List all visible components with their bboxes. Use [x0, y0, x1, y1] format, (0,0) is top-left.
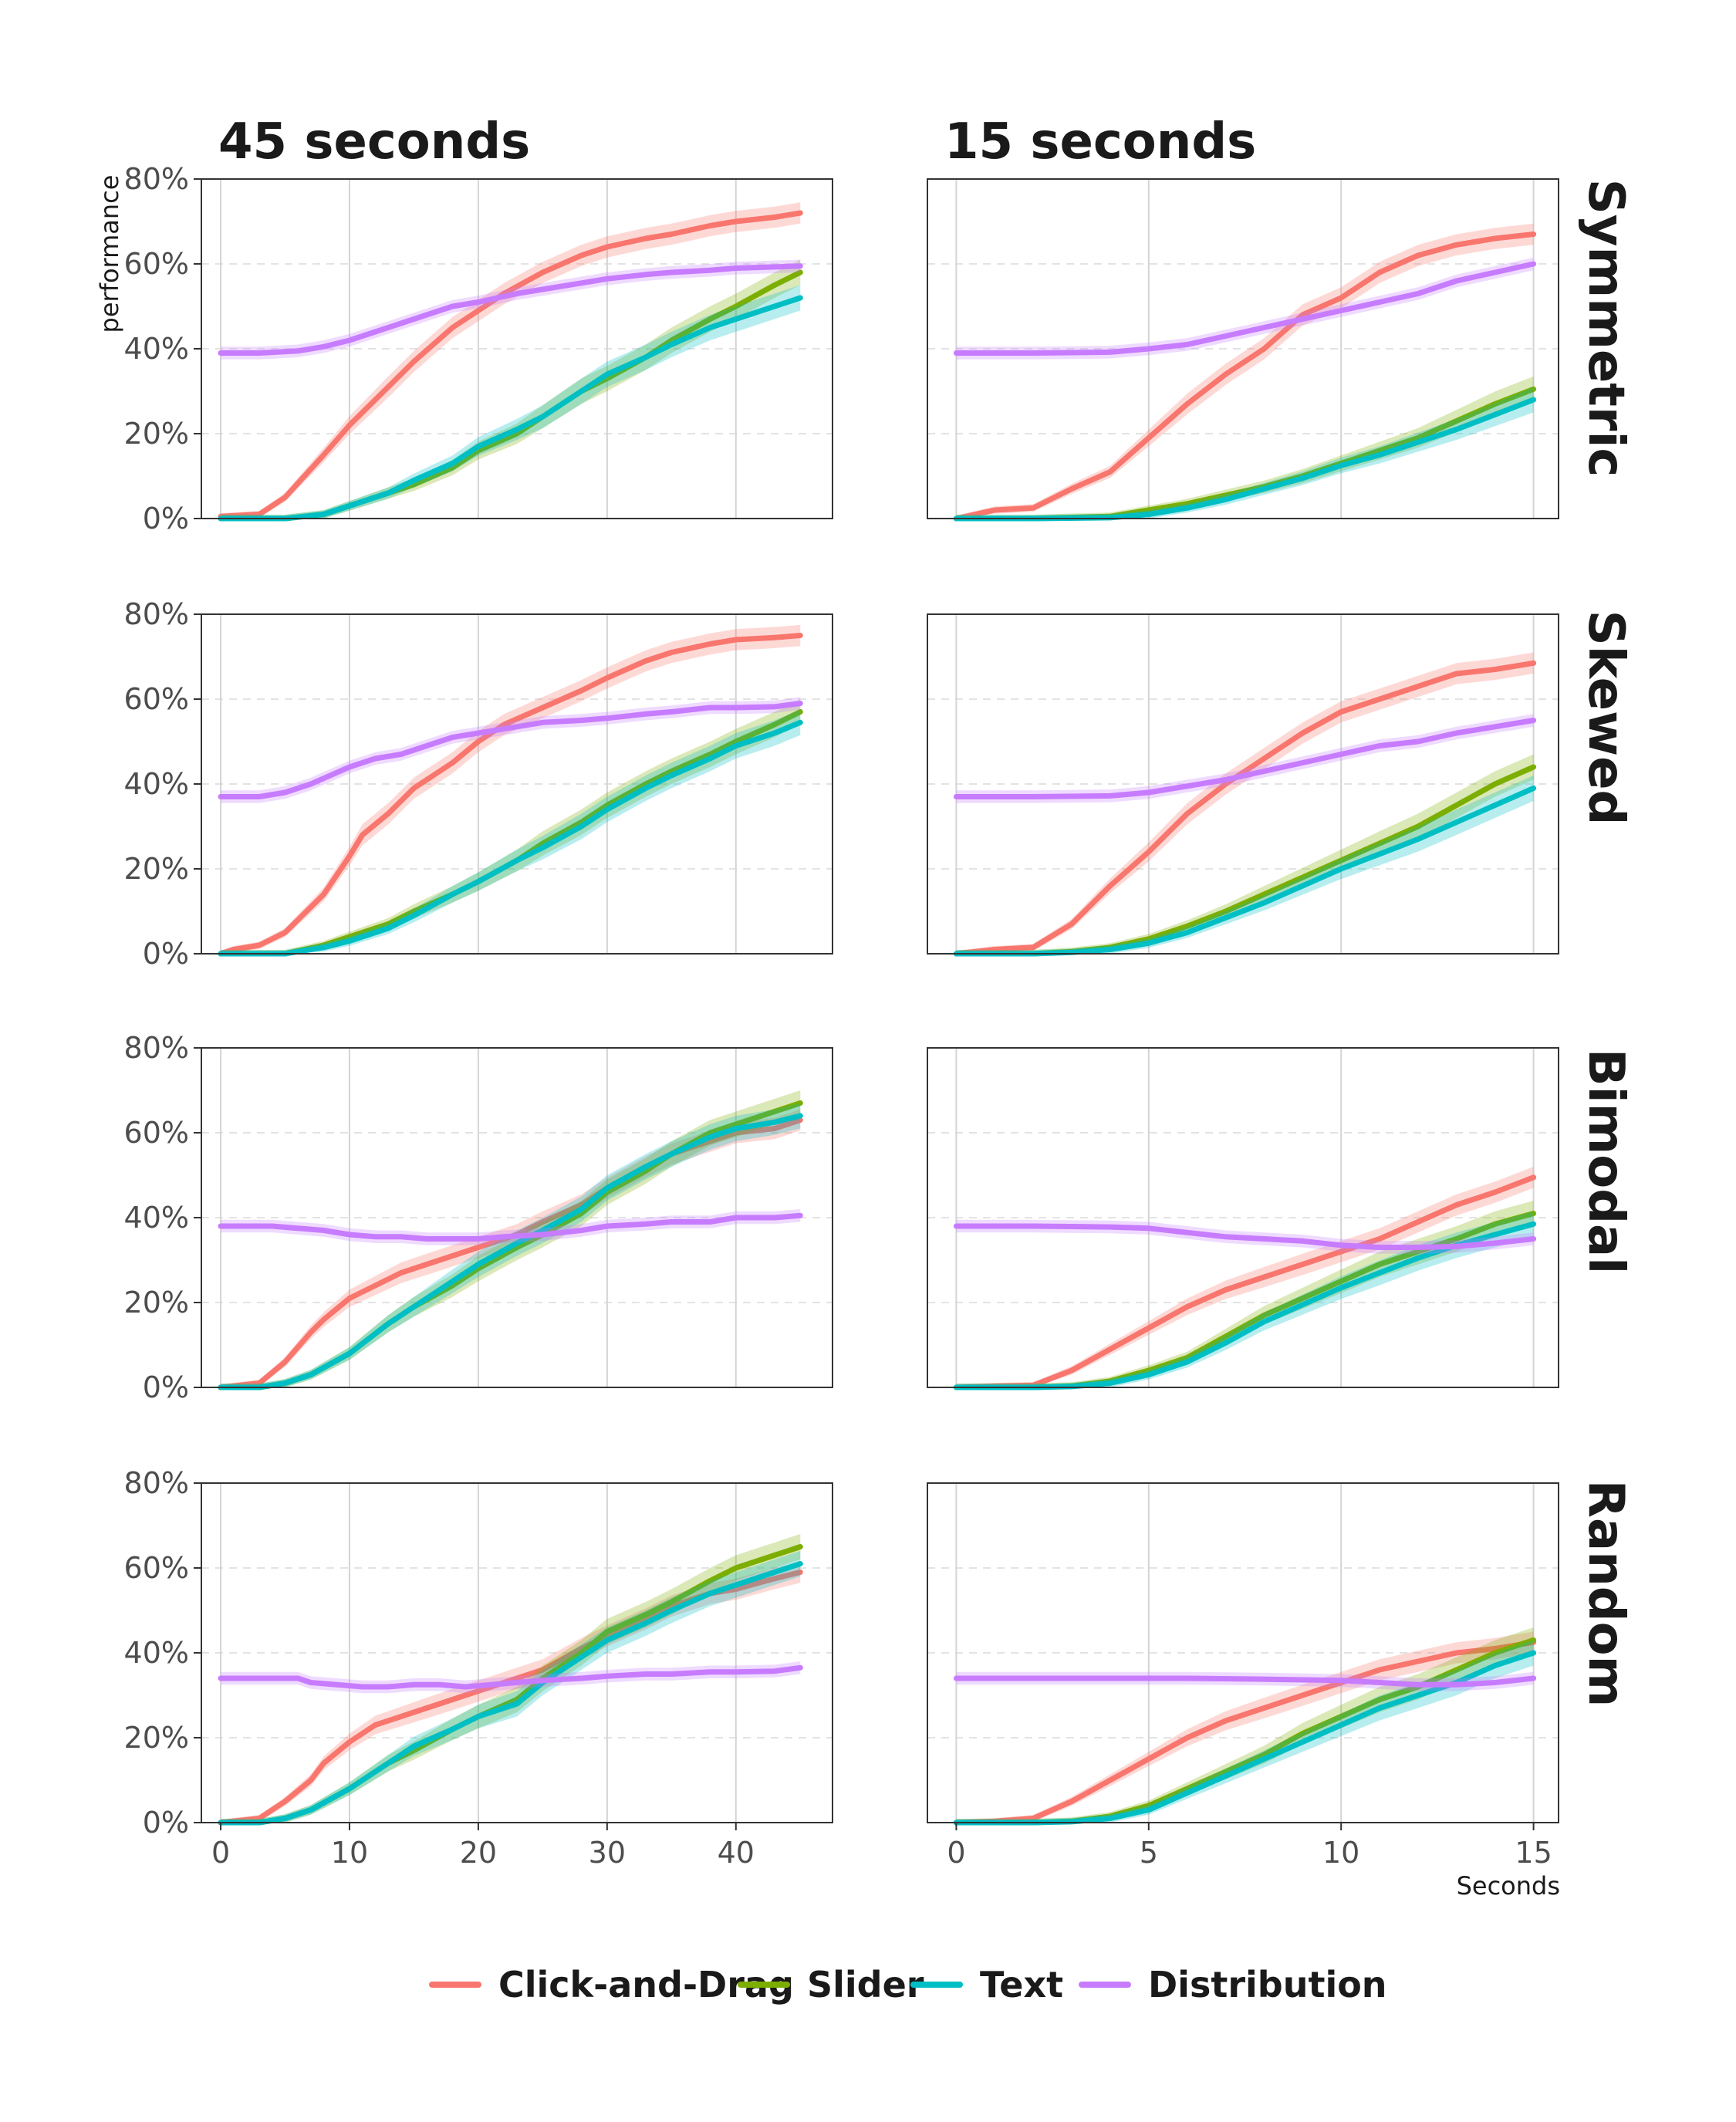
- panel-symmetric-45-seconds: 0% 20% 40% 60% 80%: [124, 162, 833, 536]
- ribbon-distribution: [956, 257, 1534, 360]
- y-tick-label: 0%: [143, 937, 189, 971]
- line-click-and-drag: [218, 633, 803, 957]
- line-distribution: [218, 1664, 803, 1690]
- legend-item-slider: Slider: [738, 1964, 924, 2005]
- column-title-45s: 45 seconds: [218, 113, 530, 171]
- x-tick-label: 0: [211, 1836, 230, 1870]
- ribbon-click-and-drag: [956, 223, 1534, 519]
- x-tick-label: 5: [1140, 1836, 1158, 1870]
- line-distribution: [953, 261, 1537, 356]
- panel-symmetric-15-seconds: [927, 178, 1559, 522]
- panels-group: 0% 20% 40% 60% 80% 0% 20% 40% 60% 80% 0% 20% 40% 60% 8…: [124, 162, 1559, 1870]
- y-tick-label: 80%: [124, 597, 189, 631]
- legend: Click-and-Drag Slider Text Distribution: [429, 1964, 1387, 2005]
- x-tick-label: 0: [947, 1836, 965, 1870]
- x-axis-label: Seconds: [1457, 1871, 1560, 1901]
- y-tick-label: 60%: [124, 682, 189, 716]
- y-tick-label: 80%: [124, 1466, 189, 1500]
- line-distribution: [218, 1212, 803, 1242]
- ribbon-text: [221, 709, 801, 954]
- line-text: [218, 295, 803, 522]
- row-label-bimodal: Bimodal: [1577, 1049, 1634, 1274]
- line-text: [218, 719, 803, 957]
- panel-random-45-seconds: 0% 20% 40% 60% 80% 0 10 20 30 40: [124, 1466, 833, 1870]
- y-tick-label: 60%: [124, 1116, 189, 1150]
- y-tick-label: 20%: [124, 1721, 189, 1755]
- line-click-and-drag: [218, 210, 803, 519]
- ribbon-text: [221, 285, 801, 519]
- column-title-15s: 15 seconds: [944, 113, 1256, 171]
- panel-border: [927, 613, 1559, 955]
- y-tick-label: 0%: [143, 1806, 189, 1840]
- x-tick-label: 15: [1515, 1836, 1552, 1870]
- line-distribution: [218, 263, 803, 356]
- y-tick-label: 40%: [124, 332, 189, 366]
- y-tick-label: 0%: [143, 502, 189, 536]
- panel-bimodal-45-seconds: 0% 20% 40% 60% 80%: [124, 1031, 833, 1404]
- y-axis-label: performance: [95, 175, 124, 333]
- line-click-and-drag: [953, 1639, 1537, 1826]
- ribbon-slider: [221, 1534, 801, 1823]
- legend-label: Slider: [807, 1964, 924, 2005]
- line-text: [953, 397, 1537, 522]
- x-tick-label: 20: [460, 1836, 497, 1870]
- ribbon-click-and-drag: [956, 1167, 1534, 1387]
- ribbon-click-and-drag: [221, 1109, 801, 1387]
- y-tick-label: 20%: [124, 852, 189, 886]
- row-label-skewed: Skewed: [1577, 610, 1634, 826]
- y-tick-label: 40%: [124, 1201, 189, 1235]
- panel-bimodal-15-seconds: [927, 1047, 1559, 1390]
- line-distribution: [953, 1223, 1537, 1250]
- line-click-and-drag: [953, 660, 1537, 957]
- row-label-random: Random: [1577, 1480, 1634, 1708]
- line-click-and-drag: [953, 231, 1537, 522]
- line-text: [953, 786, 1537, 957]
- y-tick-label: 60%: [124, 247, 189, 281]
- panel-skewed-15-seconds: [927, 613, 1559, 957]
- y-tick-label: 40%: [124, 767, 189, 801]
- panel-border: [927, 178, 1559, 519]
- y-tick-label: 80%: [124, 162, 189, 196]
- legend-item-text: Text: [910, 1964, 1063, 2005]
- y-tick-label: 0%: [143, 1370, 189, 1404]
- panel-border: [927, 1047, 1559, 1388]
- ribbon-slider: [956, 1201, 1534, 1387]
- x-tick-label: 40: [718, 1836, 755, 1870]
- y-tick-label: 80%: [124, 1031, 189, 1065]
- line-click-and-drag: [953, 1174, 1537, 1390]
- y-tick-label: 20%: [124, 417, 189, 451]
- line-text: [218, 1113, 803, 1390]
- panel-random-15-seconds: 0 5 10 15: [927, 1482, 1559, 1870]
- y-tick-label: 20%: [124, 1286, 189, 1319]
- x-tick-label: 10: [331, 1836, 368, 1870]
- row-label-symmetric: Symmetric: [1577, 179, 1634, 478]
- legend-label: Distribution: [1148, 1964, 1387, 2005]
- line-distribution: [218, 701, 803, 799]
- legend-label: Text: [980, 1964, 1063, 2005]
- y-tick-label: 60%: [124, 1551, 189, 1585]
- y-tick-label: 40%: [124, 1636, 189, 1670]
- line-distribution: [953, 1675, 1537, 1688]
- panel-border: [927, 1482, 1559, 1823]
- panel-skewed-45-seconds: 0% 20% 40% 60% 80%: [124, 597, 833, 971]
- line-distribution: [953, 718, 1537, 799]
- ribbon-text: [956, 1211, 1534, 1387]
- x-tick-label: 10: [1322, 1836, 1359, 1870]
- x-tick-label: 30: [589, 1836, 626, 1870]
- line-text: [218, 1561, 803, 1826]
- line-text: [953, 1221, 1537, 1390]
- legend-item-distribution: Distribution: [1079, 1964, 1387, 2005]
